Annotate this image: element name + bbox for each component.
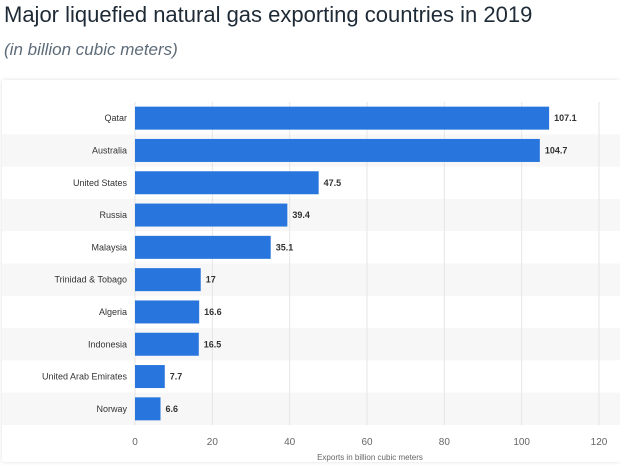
data-label: 16.6 bbox=[204, 307, 222, 317]
bar bbox=[135, 332, 199, 356]
page-subtitle: (in billion cubic meters) bbox=[4, 40, 178, 59]
category-label: United States bbox=[73, 178, 128, 188]
category-label: Trinidad & Tobago bbox=[54, 275, 127, 285]
row-band bbox=[2, 328, 620, 361]
data-label: 6.6 bbox=[166, 404, 179, 414]
bar bbox=[135, 300, 200, 324]
x-tick-label: 100 bbox=[513, 437, 530, 448]
category-label: Qatar bbox=[104, 113, 127, 123]
x-tick-label: 20 bbox=[207, 437, 219, 448]
x-tick-label: 40 bbox=[284, 437, 296, 448]
row-band bbox=[2, 392, 620, 425]
page-title: Major liquefied natural gas exporting co… bbox=[4, 2, 533, 27]
data-label: 47.5 bbox=[324, 178, 342, 188]
data-label: 107.1 bbox=[554, 113, 577, 123]
bar bbox=[135, 268, 201, 292]
x-tick-label: 0 bbox=[132, 437, 138, 448]
category-label: Algeria bbox=[99, 307, 127, 317]
data-label: 39.4 bbox=[292, 210, 310, 220]
x-axis-title: Exports in billion cubic meters bbox=[317, 453, 423, 462]
data-label: 7.7 bbox=[170, 372, 183, 382]
category-label: United Arab Emirates bbox=[42, 372, 128, 382]
category-label: Malaysia bbox=[91, 242, 127, 252]
bar bbox=[135, 235, 271, 259]
data-label: 17 bbox=[206, 275, 216, 285]
bar bbox=[135, 106, 550, 130]
bar bbox=[135, 171, 319, 195]
data-label: 104.7 bbox=[545, 145, 568, 155]
category-label: Norway bbox=[96, 404, 127, 414]
data-label: 35.1 bbox=[276, 242, 294, 252]
x-tick-label: 120 bbox=[591, 437, 608, 448]
bar-chart: Qatar Australia United States Russia Malaysi… bbox=[2, 102, 620, 462]
bar bbox=[135, 397, 161, 421]
chart-panel: Qatar Australia United States Russia Malaysi… bbox=[2, 80, 620, 462]
x-tick-label: 80 bbox=[439, 437, 451, 448]
category-label: Russia bbox=[99, 210, 127, 220]
category-label: Indonesia bbox=[88, 339, 127, 349]
row-band bbox=[2, 198, 620, 232]
row-band bbox=[2, 263, 620, 296]
bar bbox=[135, 365, 165, 389]
data-label: 16.5 bbox=[204, 339, 222, 349]
x-tick-label: 60 bbox=[361, 437, 373, 448]
bar bbox=[135, 203, 288, 227]
category-label: Australia bbox=[92, 145, 127, 155]
bar bbox=[135, 138, 540, 162]
